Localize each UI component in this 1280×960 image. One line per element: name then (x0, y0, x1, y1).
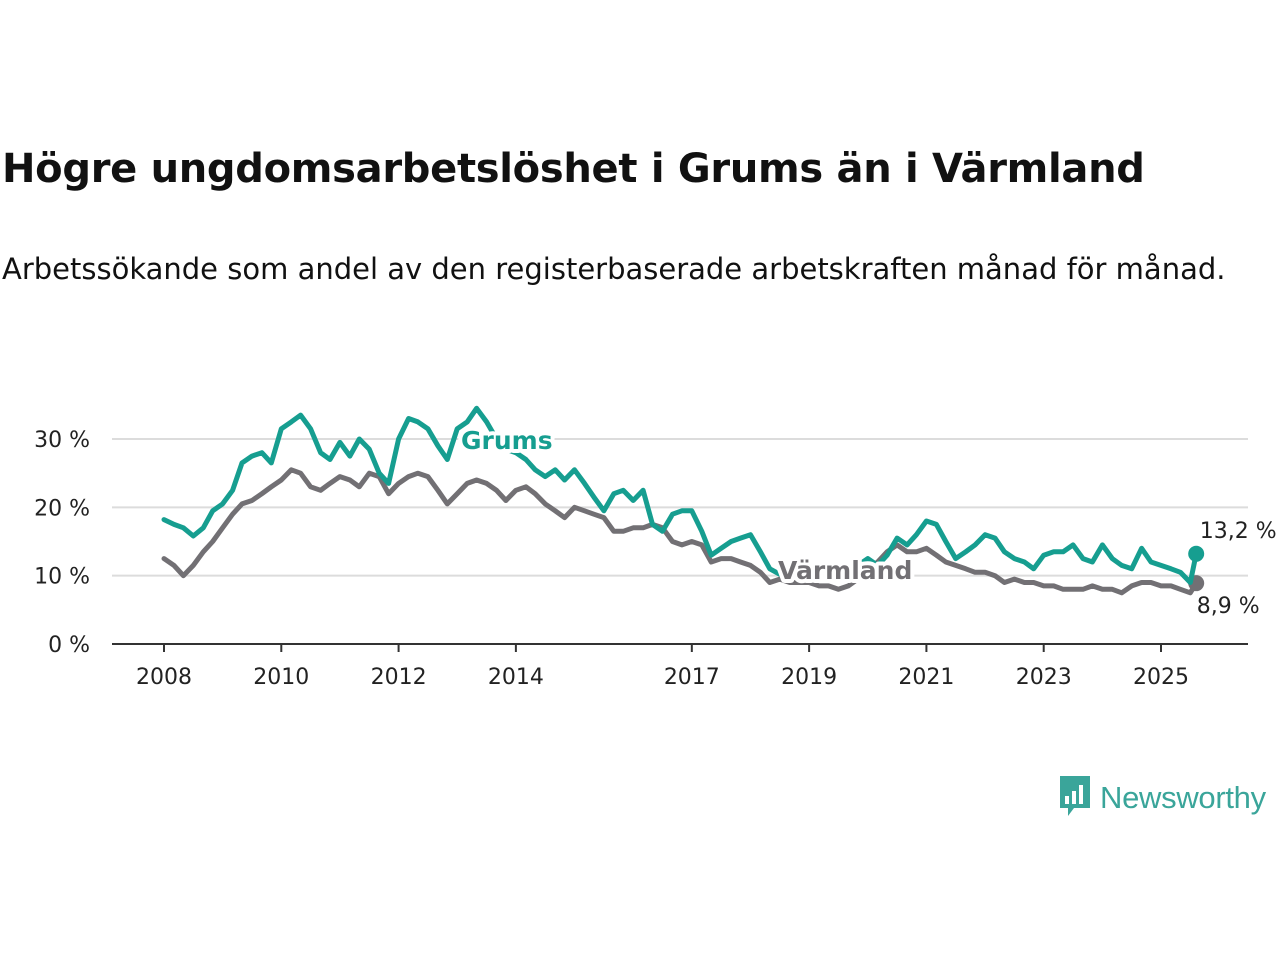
end-value-label-varmland: 8,9 % (1197, 594, 1260, 619)
y-tick-label: 30 % (34, 428, 90, 453)
end-value-label-grums: 13,2 % (1200, 519, 1277, 544)
end-point-marker (1188, 545, 1205, 562)
x-tick-label: 2012 (371, 665, 427, 690)
x-axis: 2008 2010 2012 2014 2017 2019 2021 2023 2025 (112, 643, 1248, 690)
series-labels: Grums Värmland 13,2 % 8,9 % (457, 422, 1280, 622)
x-tick-label: 2019 (781, 665, 837, 690)
x-tick-label: 2008 (136, 665, 192, 690)
bar-chart-speech-bubble-icon (1058, 774, 1092, 822)
y-axis-ticks: 0 % 10 % 20 % 30 % (34, 428, 90, 658)
chart-subtitle: Arbetssökande som andel av den registerb… (2, 252, 1226, 286)
newsworthy-logo: Newsworthy (1058, 774, 1266, 822)
chart-title: Högre ungdomsarbetslöshet i Grums än i V… (2, 146, 1145, 192)
grid-lines (112, 438, 1248, 577)
series-line-vrmland (161, 467, 1199, 596)
x-tick-label: 2025 (1133, 665, 1189, 690)
series-label-varmland: Värmland (778, 556, 912, 585)
y-tick-label: 0 % (48, 633, 90, 658)
series-label-grums: Grums (461, 426, 553, 455)
x-tick-label: 2014 (488, 665, 544, 690)
x-tick-label: 2010 (253, 665, 309, 690)
series-lines (161, 405, 1205, 596)
brand-name: Newsworthy (1100, 780, 1266, 815)
x-tick-label: 2017 (664, 665, 720, 690)
line-chart: 0 % 10 % 20 % 30 % 2008 2010 2012 2014 2017 2019… (34, 405, 1280, 690)
y-tick-label: 10 % (34, 565, 90, 590)
x-tick-label: 2021 (898, 665, 954, 690)
y-tick-label: 20 % (34, 496, 90, 521)
series-line-grums (161, 405, 1199, 585)
x-tick-label: 2023 (1016, 665, 1072, 690)
